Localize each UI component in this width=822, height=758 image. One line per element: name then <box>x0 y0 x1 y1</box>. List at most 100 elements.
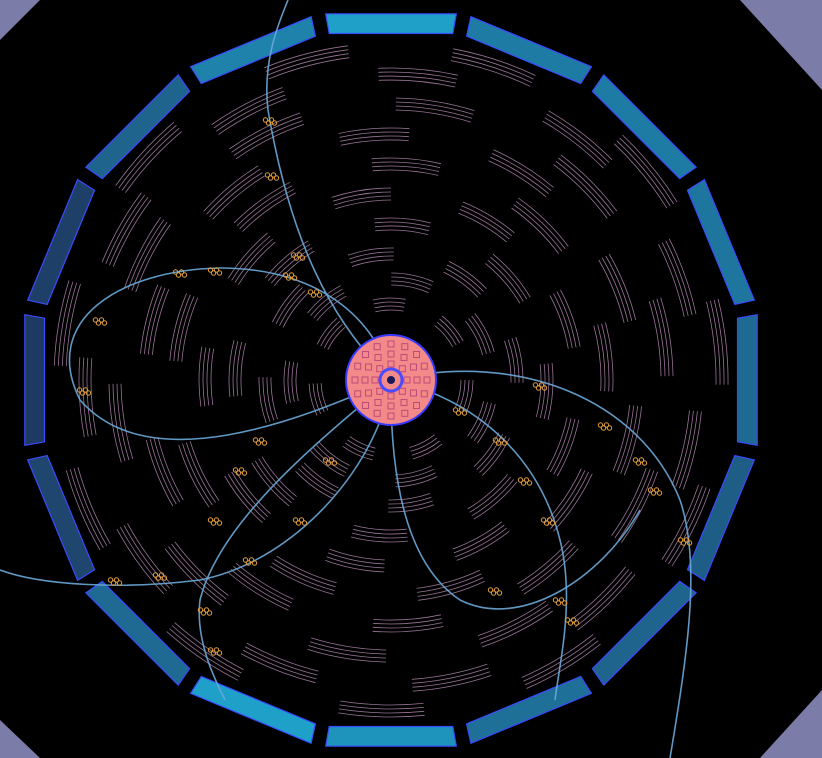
tracker-layer-arc <box>335 199 392 210</box>
track-hit <box>316 292 323 298</box>
tracker-layer-arc <box>339 131 410 138</box>
tracker-layer-arc <box>144 286 162 355</box>
tracker-layer-arc <box>316 383 325 413</box>
tracker-layer-arc <box>151 289 170 355</box>
track-hit <box>245 560 252 566</box>
tracker-layer-arc <box>282 293 309 328</box>
tracker-layer-arc <box>234 238 273 283</box>
tracker-layer-arc <box>295 471 334 499</box>
tracker-layer-arc <box>312 447 347 474</box>
tracker-layer-arc <box>308 383 318 416</box>
tracker-layer-arc <box>240 343 246 396</box>
barrel-segment <box>26 454 96 582</box>
tracker-layer-arc <box>511 207 560 254</box>
track-hit <box>213 267 220 273</box>
tracker-layer-arc <box>453 48 536 76</box>
tracker-layer-arc <box>395 105 473 119</box>
track-hit <box>301 520 308 526</box>
tracker-layer-arc <box>272 284 300 323</box>
tracker-layer-arc <box>340 135 409 142</box>
core-cell <box>354 390 362 398</box>
track-hit <box>552 597 559 603</box>
track-hit <box>273 175 280 181</box>
track-hit <box>290 252 297 258</box>
tracker-layer-arc <box>521 545 576 592</box>
tracker-layer-arc <box>521 634 594 678</box>
tracker-layer-arc <box>518 197 569 247</box>
tracker-layer-arc <box>332 191 392 202</box>
tracker-layer-arc <box>275 287 303 325</box>
tracker-layer-arc <box>455 527 507 558</box>
track-hit <box>158 572 165 578</box>
track-hit <box>567 620 574 626</box>
tracker-layer-arc <box>311 637 387 651</box>
tracker-layer-arc <box>622 134 678 203</box>
tracker-layer-arc <box>378 79 456 88</box>
tracker-layers <box>53 45 729 718</box>
tracker-layer-arc <box>276 555 337 584</box>
tracker-layer-arc <box>605 255 633 321</box>
tracker-layer-arc <box>542 120 604 169</box>
tracker-layer-arc <box>347 439 375 453</box>
core-cell <box>351 376 359 384</box>
track-hit <box>207 517 214 523</box>
track-hit <box>235 470 242 476</box>
tracker-layer-arc <box>372 626 444 633</box>
tracker-layer-arc <box>169 628 240 678</box>
core-cell <box>387 360 395 368</box>
tracker-layer-arc <box>123 525 170 589</box>
tracker-layer-arc <box>315 444 348 470</box>
tracker-layer-arc <box>262 377 271 422</box>
tracker-layer-arc <box>374 225 429 232</box>
tracker-layer-arc <box>373 614 441 621</box>
track-hit <box>307 289 314 295</box>
track-hit <box>650 490 657 496</box>
track-hit <box>172 269 179 275</box>
track-hit <box>455 410 462 416</box>
track-hit <box>262 117 269 123</box>
track-hit <box>76 387 83 393</box>
tracker-layer-arc <box>526 643 601 689</box>
tracker-layer-arc <box>513 204 563 252</box>
track-hit <box>603 422 610 428</box>
tracker-layer-arc <box>316 295 347 321</box>
track-hit <box>181 272 188 278</box>
tracker-layer-arc <box>436 321 457 346</box>
track-hit <box>197 607 204 613</box>
core-cell <box>373 343 381 351</box>
tracker-layer-arc <box>620 405 638 474</box>
core-cell <box>373 409 381 417</box>
core-cell <box>413 376 421 384</box>
barrel-segment <box>26 178 96 306</box>
tracker-layer-arc <box>616 405 635 473</box>
track-hit <box>501 440 508 446</box>
tracker-layer-arc <box>240 653 316 684</box>
tracker-layer-arc <box>417 573 482 593</box>
tracker-layer-arc <box>198 346 203 407</box>
core-cell <box>387 350 395 358</box>
tracker-layer-arc <box>295 362 299 401</box>
tracker-layer-arc <box>660 297 674 377</box>
tracker-layer-arc <box>648 300 662 377</box>
corner-top-left <box>0 0 40 40</box>
tracker-layer-arc <box>446 264 484 292</box>
tracker-layer-arc <box>608 253 637 320</box>
tracker-layer-arc <box>349 436 376 449</box>
track-hit <box>264 172 271 178</box>
tracker-layer-arc <box>349 251 394 260</box>
tracker-layer-arc <box>556 291 577 348</box>
tracker-layer-arc <box>82 357 89 437</box>
corner-bottom-left <box>0 720 40 758</box>
tracker-layer-arc <box>342 445 373 461</box>
tracker-layer-arc <box>233 120 303 156</box>
track-hit <box>200 610 207 616</box>
track-hit <box>216 520 223 526</box>
vertex-core <box>345 334 437 426</box>
tracker-layer-arc <box>441 315 464 342</box>
tracker-layer-arc <box>57 281 74 366</box>
track-hit <box>242 557 249 563</box>
track-hit <box>152 572 159 578</box>
tracker-layer-arc <box>236 185 293 227</box>
track-curve <box>0 379 392 586</box>
